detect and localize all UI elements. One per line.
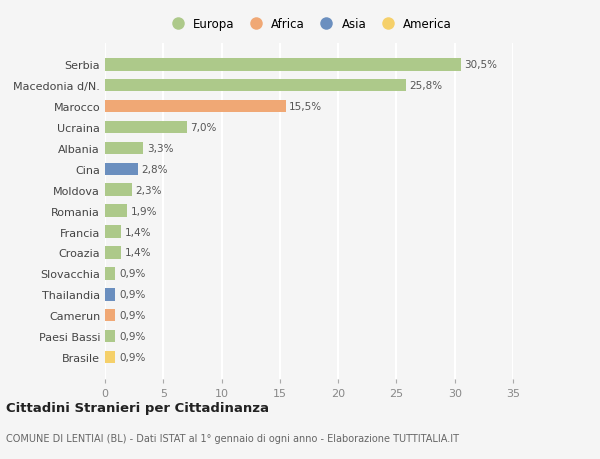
- Bar: [105, 101, 286, 113]
- Text: 0,9%: 0,9%: [119, 331, 145, 341]
- Text: 0,9%: 0,9%: [119, 352, 145, 362]
- Bar: [105, 246, 121, 259]
- Bar: [105, 184, 132, 196]
- Text: 0,9%: 0,9%: [119, 290, 145, 300]
- Bar: [105, 226, 121, 238]
- Bar: [105, 59, 461, 71]
- Bar: [105, 80, 406, 92]
- Text: 15,5%: 15,5%: [289, 102, 322, 112]
- Bar: [105, 288, 115, 301]
- Text: 1,9%: 1,9%: [131, 206, 157, 216]
- Bar: [105, 205, 127, 218]
- Text: 25,8%: 25,8%: [409, 81, 442, 91]
- Bar: [105, 351, 115, 364]
- Text: 2,8%: 2,8%: [141, 164, 167, 174]
- Legend: Europa, Africa, Asia, America: Europa, Africa, Asia, America: [163, 14, 455, 34]
- Text: 30,5%: 30,5%: [464, 60, 497, 70]
- Text: 2,3%: 2,3%: [136, 185, 162, 195]
- Text: 1,4%: 1,4%: [125, 227, 151, 237]
- Bar: [105, 142, 143, 155]
- Bar: [105, 122, 187, 134]
- Text: Cittadini Stranieri per Cittadinanza: Cittadini Stranieri per Cittadinanza: [6, 401, 269, 414]
- Text: 0,9%: 0,9%: [119, 269, 145, 279]
- Bar: [105, 163, 137, 176]
- Bar: [105, 268, 115, 280]
- Text: 0,9%: 0,9%: [119, 310, 145, 320]
- Bar: [105, 309, 115, 322]
- Text: 1,4%: 1,4%: [125, 248, 151, 258]
- Bar: [105, 330, 115, 342]
- Text: 7,0%: 7,0%: [190, 123, 217, 133]
- Text: 3,3%: 3,3%: [147, 144, 173, 154]
- Text: COMUNE DI LENTIAI (BL) - Dati ISTAT al 1° gennaio di ogni anno - Elaborazione TU: COMUNE DI LENTIAI (BL) - Dati ISTAT al 1…: [6, 433, 459, 442]
